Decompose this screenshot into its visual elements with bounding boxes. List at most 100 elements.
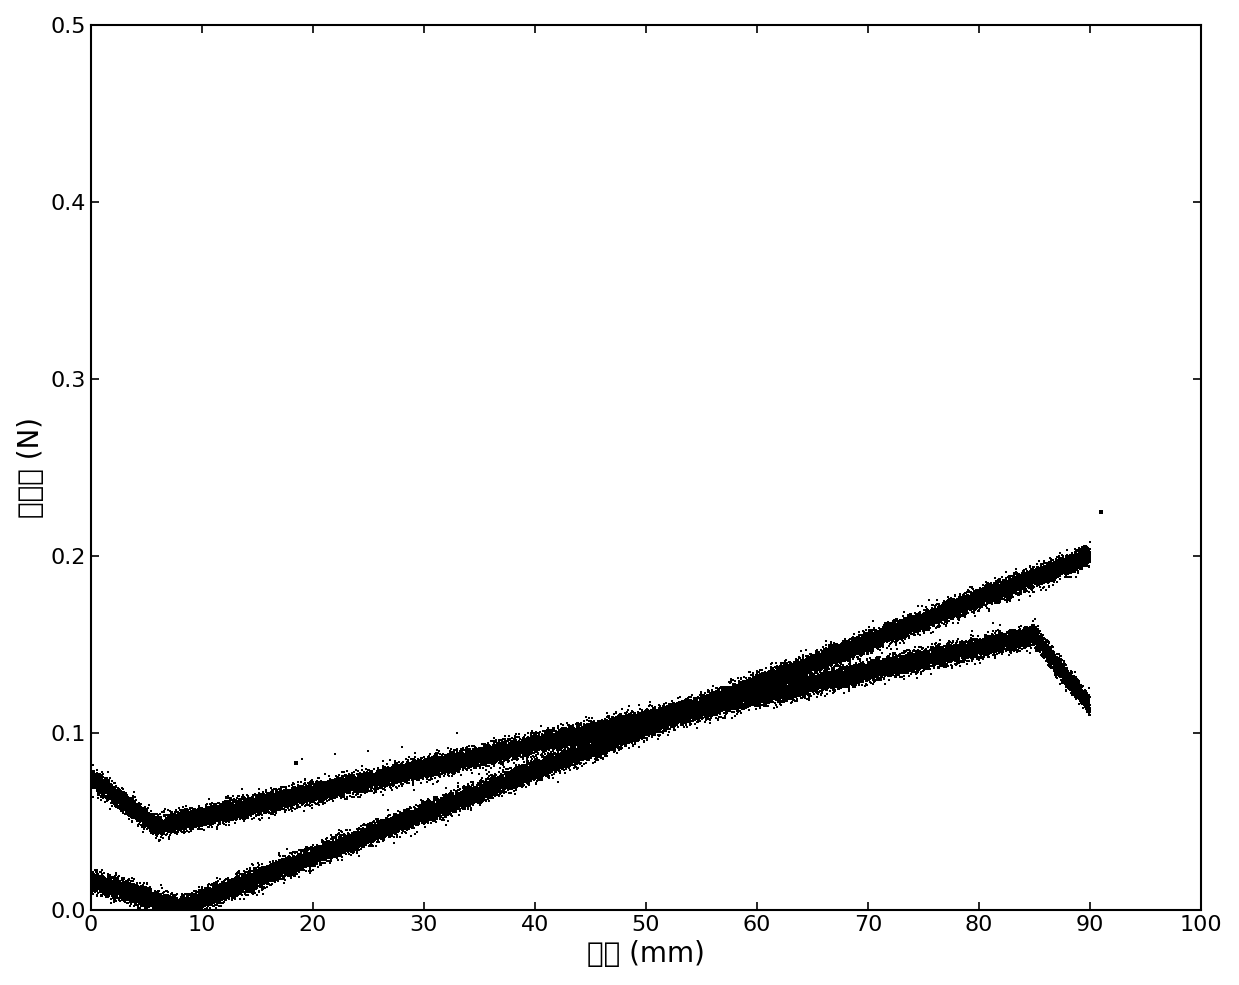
Point (930, 604, 950, 620)
Point (442, 798, 462, 814)
Point (404, 763, 424, 779)
Point (969, 588, 989, 604)
Point (502, 740, 522, 755)
Point (618, 720, 638, 736)
Point (190, 898, 209, 914)
Point (948, 592, 968, 608)
Point (986, 639, 1006, 655)
Point (564, 728, 584, 744)
Point (746, 678, 766, 693)
Point (934, 606, 954, 622)
Point (922, 611, 942, 626)
Point (171, 896, 191, 912)
Point (150, 902, 170, 918)
Point (300, 847, 320, 863)
Point (959, 591, 979, 607)
Point (714, 691, 733, 707)
Point (934, 651, 954, 667)
Point (363, 775, 383, 791)
Point (903, 622, 923, 637)
Point (810, 683, 830, 698)
Point (296, 786, 316, 802)
Point (131, 805, 151, 821)
Point (942, 601, 961, 617)
Point (315, 841, 335, 857)
Point (380, 813, 400, 828)
Point (252, 871, 271, 886)
Point (987, 578, 1007, 594)
Point (774, 680, 794, 695)
Point (114, 877, 134, 892)
Point (512, 736, 532, 752)
Point (481, 783, 501, 799)
Point (285, 791, 305, 807)
Point (429, 802, 449, 818)
Point (914, 614, 934, 629)
Point (181, 895, 201, 911)
Point (715, 696, 735, 712)
Point (745, 675, 764, 690)
Point (368, 764, 388, 780)
Point (289, 782, 309, 798)
Point (461, 761, 481, 777)
Point (400, 813, 420, 828)
Point (1058, 558, 1078, 574)
Point (504, 776, 524, 792)
Point (885, 651, 904, 667)
Point (683, 698, 703, 714)
Point (245, 868, 265, 884)
Point (781, 675, 800, 690)
Point (456, 752, 476, 767)
Point (126, 806, 146, 821)
Point (378, 769, 398, 785)
Point (571, 746, 591, 761)
Point (453, 789, 473, 805)
Point (408, 760, 427, 776)
Point (850, 630, 870, 646)
Point (678, 708, 698, 724)
Point (527, 740, 546, 755)
Point (622, 712, 642, 728)
Point (1053, 664, 1073, 680)
Point (794, 683, 814, 698)
Point (317, 780, 337, 796)
Point (328, 838, 348, 854)
Point (790, 686, 810, 701)
Point (1014, 571, 1033, 587)
Point (907, 650, 927, 666)
Point (965, 590, 985, 606)
Point (777, 661, 797, 677)
Point (1004, 636, 1023, 652)
Point (979, 636, 999, 652)
Point (873, 670, 893, 686)
Point (399, 812, 419, 827)
Point (859, 660, 878, 676)
Point (1028, 564, 1048, 580)
Point (841, 670, 861, 686)
Point (1044, 655, 1064, 671)
Point (253, 861, 273, 877)
Point (808, 654, 828, 670)
Point (903, 643, 923, 659)
Point (442, 802, 462, 818)
Point (269, 858, 289, 874)
Point (387, 818, 406, 833)
Point (237, 805, 256, 821)
Point (1012, 575, 1032, 591)
Point (893, 655, 913, 671)
Point (539, 725, 559, 741)
Point (1020, 565, 1040, 581)
Point (1038, 657, 1058, 673)
Point (452, 751, 472, 766)
Point (214, 802, 234, 818)
Point (214, 806, 234, 821)
Point (762, 680, 782, 695)
Point (187, 895, 207, 911)
Point (486, 755, 506, 770)
Point (1037, 564, 1057, 580)
Point (379, 815, 399, 830)
Point (377, 774, 396, 790)
Point (85, 766, 105, 782)
Point (611, 719, 631, 735)
Point (294, 850, 313, 866)
